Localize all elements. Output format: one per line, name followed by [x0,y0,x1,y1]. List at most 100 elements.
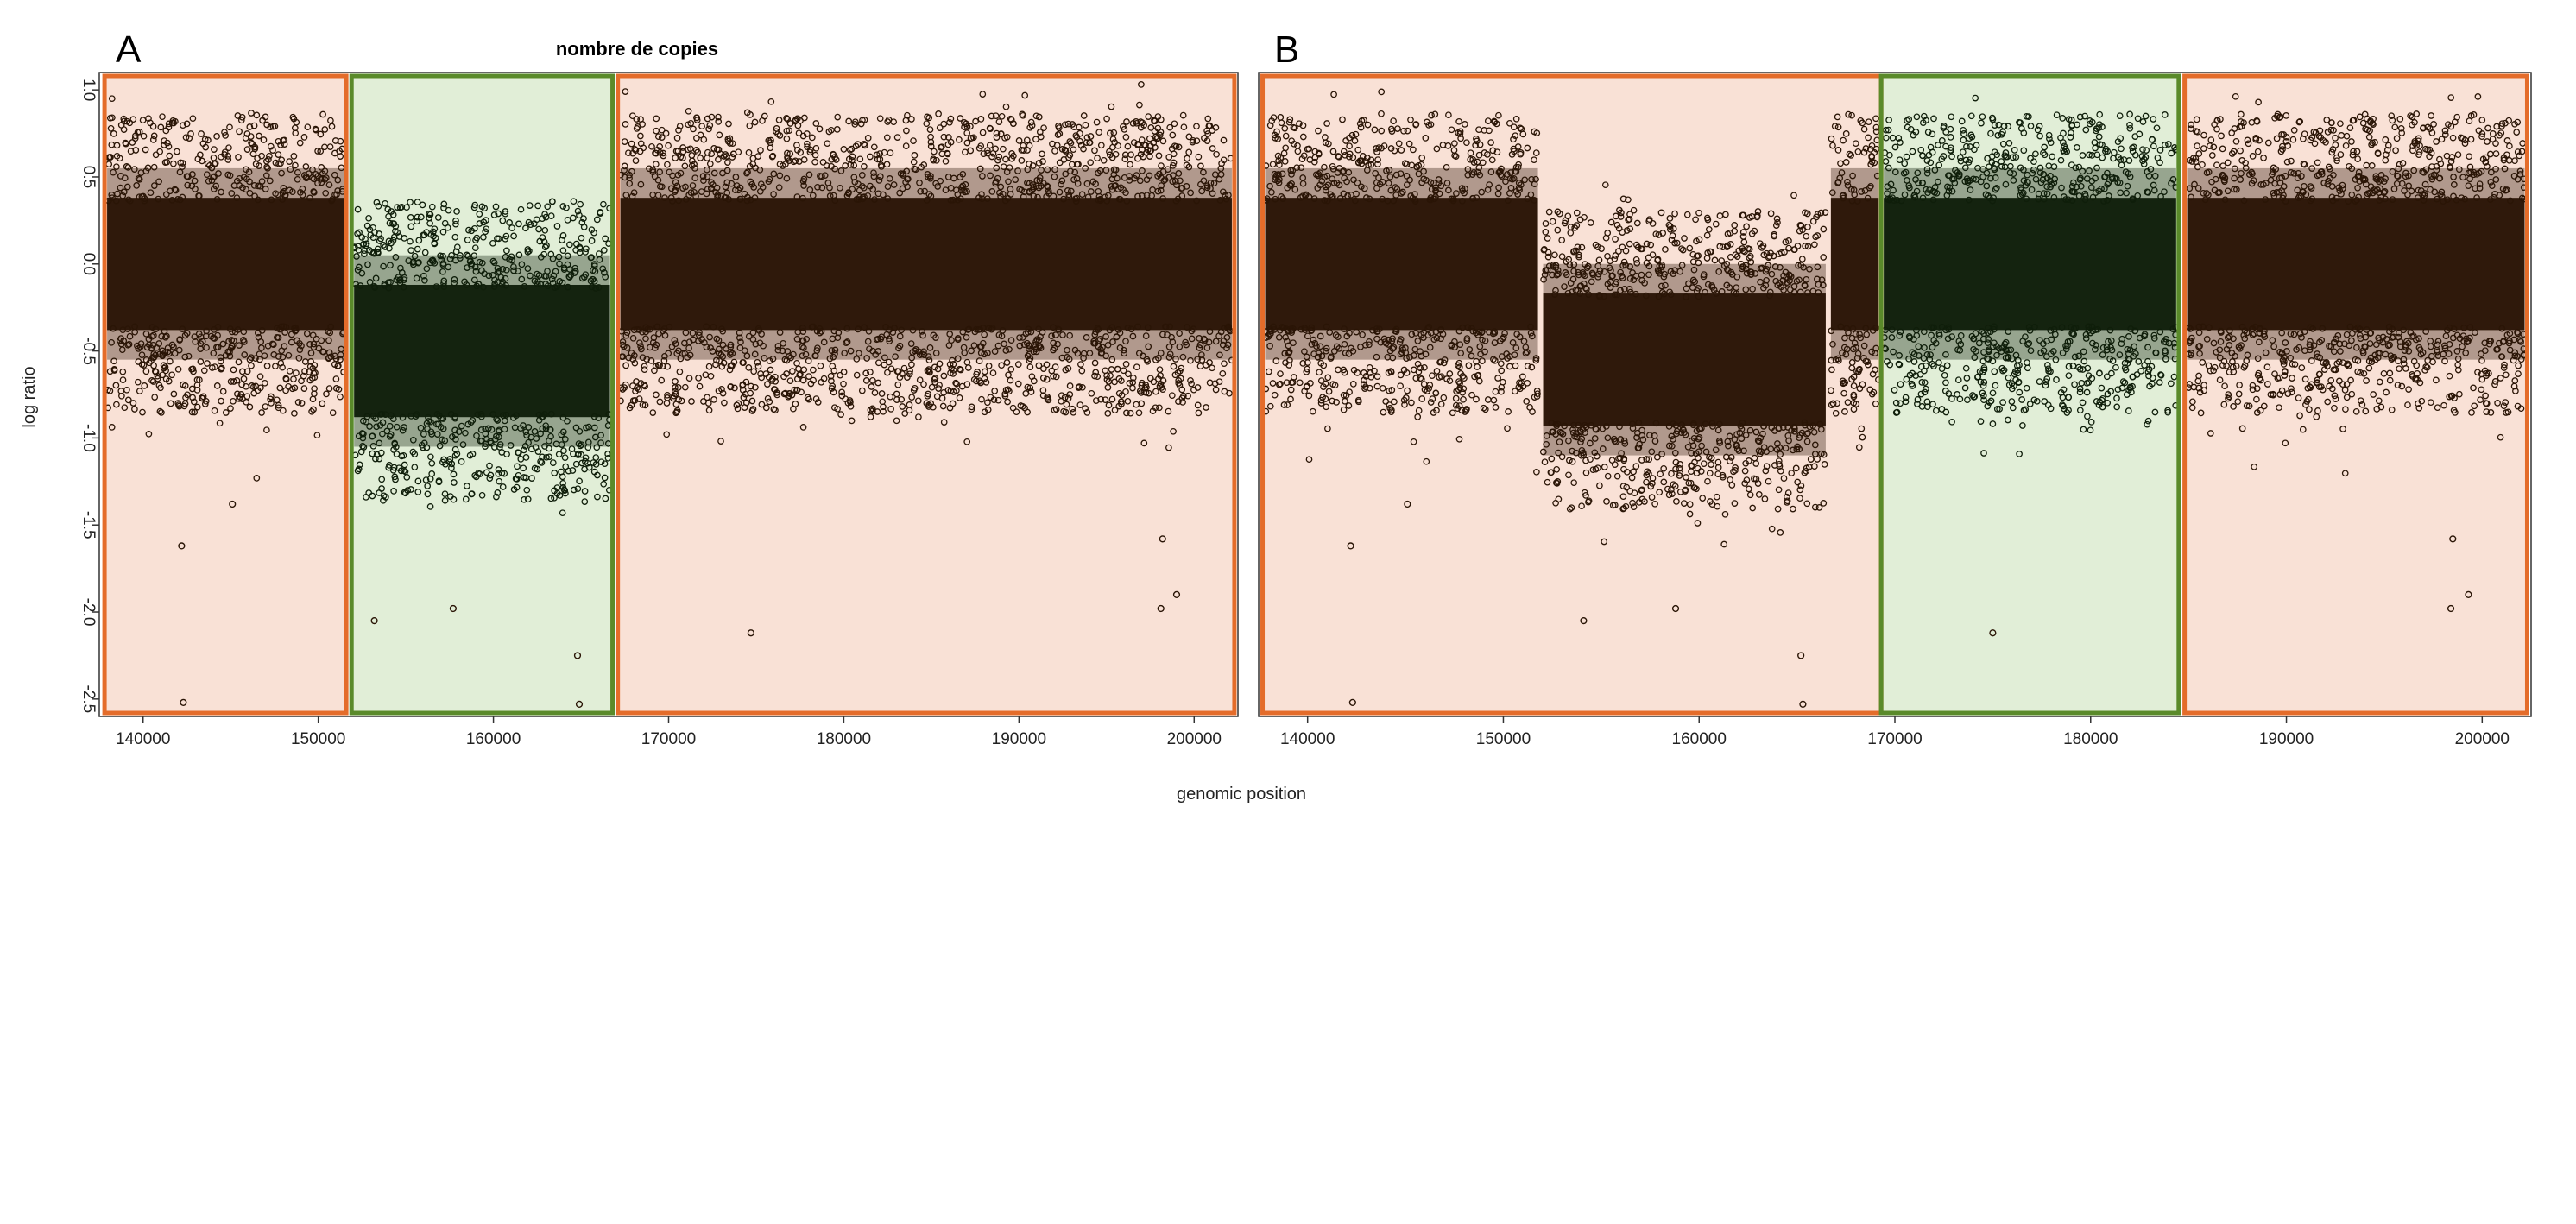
data-point [574,485,582,493]
data-point [420,231,428,239]
data-point [970,342,978,350]
data-point [427,428,435,436]
data-point [149,354,156,361]
data-point [774,346,782,354]
data-point [294,168,301,176]
data-point [541,211,548,218]
data-point [228,190,236,197]
data-point [148,356,155,364]
data-point [137,340,145,348]
panel-b: 140000 150000 160000 170000 180000 190000 2000… [1258,28,2532,748]
data-point [550,272,558,280]
x-tick-label: 190000 [992,730,1046,748]
data-point [407,486,414,493]
data-point [629,382,636,389]
data-point [1032,136,1039,143]
data-point [464,483,470,489]
data-point [534,202,541,210]
data-point [559,232,567,239]
data-point [150,350,158,357]
data-point [1014,380,1022,388]
data-point [179,325,186,333]
data-point [524,246,532,253]
data-point [113,401,120,408]
data-point [453,450,461,457]
data-point [214,324,222,331]
data-point [1007,365,1015,373]
data-point [300,172,308,179]
data-point [243,186,249,193]
data-point [553,223,561,230]
data-point [940,419,948,426]
data-point [325,385,333,392]
data-point [170,119,178,127]
data-point [386,219,394,227]
data-point [811,151,819,159]
data-point [420,444,426,451]
data-point [564,417,571,425]
data-point [473,234,481,242]
data-point [361,247,368,255]
data-point [544,203,552,211]
data-point [480,233,487,241]
data-point [123,386,130,394]
data-point [185,173,192,180]
data-point [334,187,342,194]
data-point [590,229,597,237]
data-point [1034,193,1041,201]
data-point [243,146,251,153]
data-point [1196,341,1204,349]
data-point [286,158,294,165]
data-point [1054,131,1062,138]
data-point [523,486,531,494]
data-point [651,367,658,375]
data-point [541,443,548,450]
data-point [256,132,262,140]
data-point [931,148,938,155]
data-point [369,450,376,457]
data-point [887,406,894,413]
data-point [229,343,236,350]
data-point [435,420,442,427]
data-point [681,383,689,391]
data-point [977,116,985,123]
data-point [155,195,162,203]
data-point [463,251,470,259]
data-point [1196,335,1203,342]
data-point [542,422,550,430]
data-point [338,345,345,353]
data-point [276,325,283,333]
data-point [170,160,177,167]
data-point [1079,383,1086,391]
data-point [1179,353,1187,361]
data-point [563,204,570,211]
data-point [299,185,306,192]
data-point [407,413,415,420]
data-point [880,191,887,199]
data-point [766,398,773,406]
data-point [310,340,318,348]
data-point [652,161,660,168]
data-point [571,264,579,272]
data-point [621,138,628,145]
data-point [495,235,502,243]
data-point [515,449,521,457]
data-point [328,123,336,130]
data-point [410,261,417,268]
data-point [394,204,401,211]
data-point [426,211,434,218]
data-point [296,139,304,147]
data-point [299,192,306,199]
data-point [571,268,579,275]
data-point [266,152,273,160]
data-point [1168,392,1176,400]
data-point [486,475,494,482]
data-point [161,363,169,370]
data-point [414,213,421,221]
data-point [551,470,559,476]
data-point [518,261,526,268]
data-point [492,436,499,443]
data-point [991,348,999,355]
data-point [466,258,474,265]
panel-a: 140000 150000 160000 170000 180000 190000 2000… [79,28,1239,748]
